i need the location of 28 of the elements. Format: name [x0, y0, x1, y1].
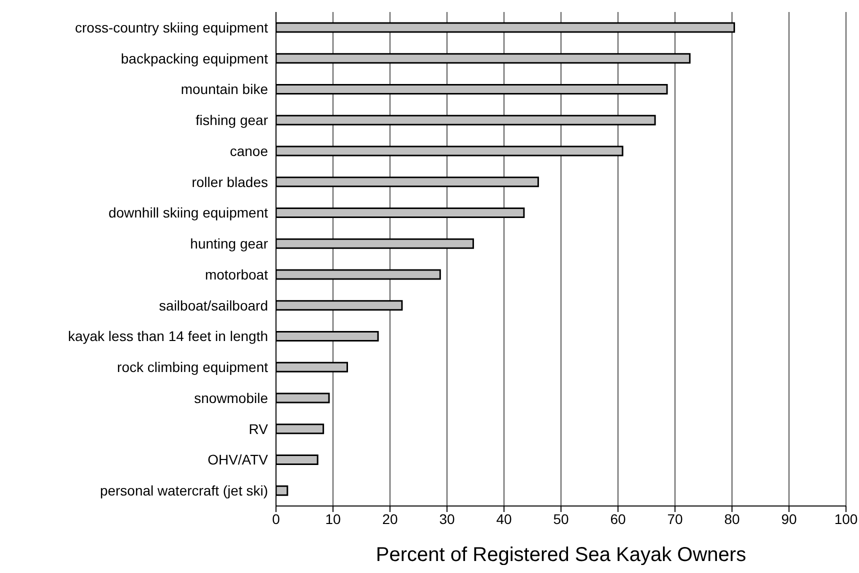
x-tick-label: 80 [724, 510, 740, 527]
y-tick-label: rock climbing equipment [117, 359, 268, 376]
x-tick-label: 90 [781, 510, 797, 527]
x-tick-label: 30 [439, 510, 455, 527]
y-tick-label: motorboat [204, 266, 268, 282]
y-tick-label: downhill skiing equipment [108, 204, 268, 221]
x-tick-label: 60 [610, 510, 626, 527]
y-tick-label: sailboat/sailboard [159, 297, 268, 314]
y-tick-label: cross-country skiing equipment [75, 19, 268, 36]
y-tick-label: OHV/ATV [208, 452, 269, 468]
x-tick-label: 0 [272, 510, 280, 527]
x-tick-label: 70 [667, 510, 683, 527]
x-axis-title: Percent of Registered Sea Kayak Owners [376, 544, 746, 566]
y-tick-label: roller blades [192, 174, 268, 190]
x-tick-label: 20 [382, 510, 398, 527]
y-tick-label: RV [248, 420, 269, 437]
y-tick-label: hunting gear [190, 236, 268, 252]
y-tick-label: fishing gear [196, 112, 268, 128]
x-tick-label: 40 [496, 510, 512, 527]
y-tick-label: mountain bike [180, 81, 268, 98]
x-tick-label: 50 [553, 510, 569, 527]
y-tick-label: kayak less than 14 feet in length [68, 328, 268, 344]
x-tick-label: 100 [834, 510, 858, 527]
y-tick-label: personal watercraft (jet ski) [100, 482, 268, 499]
y-tick-label: canoe [230, 142, 268, 159]
x-tick-label: 10 [325, 510, 341, 527]
y-tick-label: backpacking equipment [120, 50, 268, 66]
y-tick-label: snowmobile [194, 390, 268, 406]
